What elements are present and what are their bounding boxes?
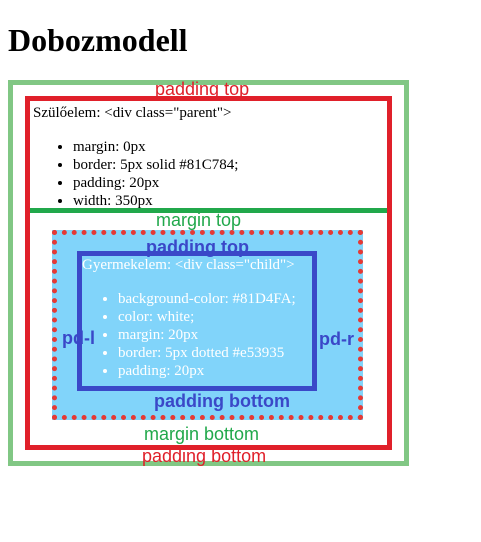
parent-property-item: border: 5px solid #81C784;: [73, 156, 385, 174]
label-padding-top-inner: padding top: [146, 237, 249, 257]
child-heading: Gyermekelem: <div class="child">: [82, 257, 295, 273]
label-padding-bottom-outer: padding bottom: [142, 446, 267, 466]
child-property-item: margin: 20px: [118, 326, 314, 344]
child-property-item: border: 5px dotted #e53935: [118, 344, 314, 362]
child-property-item: color: white;: [118, 308, 314, 326]
parent-padding-frame: [25, 96, 392, 450]
parent-heading: Szülőelem: <div class="parent">: [33, 105, 232, 121]
parent-property-item: padding: 20px: [73, 174, 385, 192]
label-padding-bottom-inner: padding bottom: [154, 391, 290, 411]
label-pd-r: pd-r: [319, 329, 354, 349]
parent-property-item: width: 350px: [73, 192, 385, 210]
child-property-item: padding: 20px: [118, 362, 314, 380]
parent-property-list: margin: 0px border: 5px solid #81C784; p…: [33, 138, 385, 210]
child-padding-frame: [77, 251, 317, 391]
page-title: Dobozmodell: [8, 22, 188, 58]
label-margin-bottom: margin bottom: [144, 424, 260, 444]
child-property-item: background-color: #81D4FA;: [118, 290, 314, 308]
child-content: Gyermekelem: <div class="child"> backgro…: [82, 256, 314, 380]
label-margin-top: margin top: [156, 210, 242, 230]
margin-top-line: [30, 208, 387, 213]
parent-border: [8, 80, 409, 466]
child-property-list: background-color: #81D4FA; color: white;…: [82, 290, 314, 380]
parent-property-item: margin: 0px: [73, 138, 385, 156]
label-pd-l: pd-l: [62, 328, 95, 348]
parent-content: Szülőelem: <div class="parent"> margin: …: [33, 104, 385, 210]
label-padding-top-outer: padding top: [155, 79, 250, 99]
